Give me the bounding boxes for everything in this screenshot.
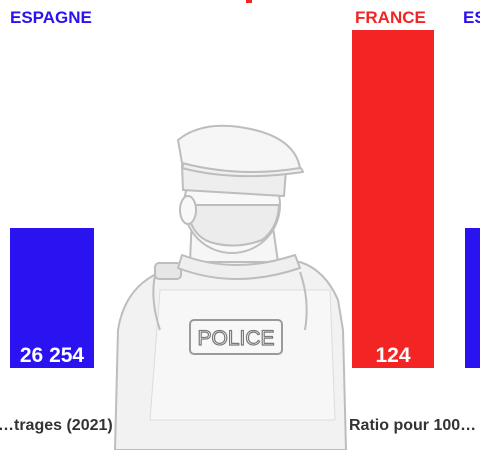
police-officer-icon: POLICE xyxy=(114,124,347,450)
bars-layer: ESPAGNE 26 254 …trages (2021) FRANCE 124 ES… R… xyxy=(0,8,480,434)
bar-es xyxy=(465,228,480,368)
police-badge-text: POLICE xyxy=(197,327,274,350)
panel-caption: Ratio pour 100… xyxy=(349,417,476,434)
value-label-france: 124 xyxy=(375,344,410,367)
cropped-top-mark xyxy=(246,0,252,3)
bar-espagne xyxy=(10,228,94,368)
country-label-es: ES… xyxy=(463,8,480,27)
value-label-espagne: 26 254 xyxy=(20,344,85,367)
panel-caption: …trages (2021) xyxy=(0,417,113,434)
country-label-france: FRANCE xyxy=(355,8,426,27)
country-label-espagne: ESPAGNE xyxy=(10,8,92,27)
bar-france xyxy=(352,30,434,368)
